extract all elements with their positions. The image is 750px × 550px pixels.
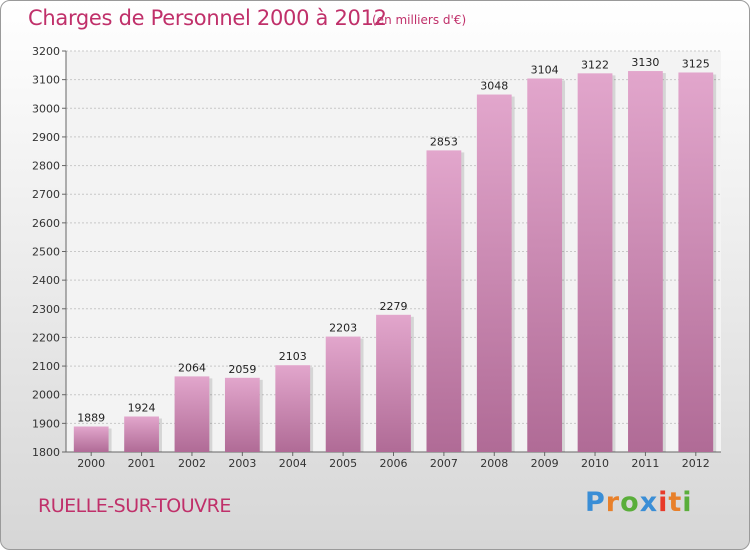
labels: 1800 1900 2000 2100 2200 2300 2400 2500 2600 2700… <box>32 45 710 470</box>
data-label: 2203 <box>329 322 357 335</box>
commune-name: RUELLE-SUR-TOUVRE <box>38 495 231 517</box>
x-tick-label: 2003 <box>228 457 256 470</box>
bar-2008 <box>476 94 512 452</box>
y-tick-label: 2000 <box>32 389 60 402</box>
bar-2004 <box>275 365 311 452</box>
x-tick-label: 2005 <box>329 457 357 470</box>
x-tick-label: 2006 <box>380 457 408 470</box>
x-tick-label: 2012 <box>682 457 710 470</box>
y-tick-label: 2500 <box>32 246 60 259</box>
data-label: 2059 <box>228 363 256 376</box>
bars <box>73 71 717 453</box>
x-tick-label: 2004 <box>279 457 307 470</box>
logo-letter: o <box>620 487 640 518</box>
logo-letter: i <box>682 487 693 518</box>
y-tick-label: 2200 <box>32 331 60 344</box>
logo-letter: P <box>585 487 606 518</box>
y-tick-label: 3100 <box>32 74 60 87</box>
y-tick-label: 1900 <box>32 417 60 430</box>
data-label: 3048 <box>480 80 508 93</box>
bar-2007 <box>426 150 462 452</box>
x-tick-label: 2009 <box>531 457 559 470</box>
y-tick-label: 2700 <box>32 188 60 201</box>
x-tick-label: 2007 <box>430 457 458 470</box>
proxiti-logo: Proxiti <box>585 487 693 518</box>
bar-2002 <box>174 376 210 452</box>
bar-2006 <box>376 314 411 452</box>
y-tick-label: 3000 <box>32 102 60 115</box>
x-tick-label: 2000 <box>77 457 105 470</box>
bar-2011 <box>628 71 663 453</box>
data-label: 3125 <box>682 57 710 70</box>
data-label: 2279 <box>380 300 408 313</box>
logo-letter: x <box>639 487 659 518</box>
logo-letter: i <box>658 487 669 518</box>
bar-2001 <box>124 416 159 452</box>
data-label: 2853 <box>430 135 458 148</box>
data-label: 1889 <box>77 412 105 425</box>
y-tick-label: 2600 <box>32 217 60 230</box>
x-tick-label: 2001 <box>128 457 156 470</box>
x-tick-label: 2008 <box>480 457 508 470</box>
logo-letter: t <box>668 487 683 518</box>
y-tick-label: 2800 <box>32 160 60 173</box>
logo-letter: r <box>605 487 621 518</box>
bar-2000 <box>73 426 109 452</box>
bar-2005 <box>325 336 361 452</box>
data-label: 2064 <box>178 361 206 374</box>
data-label: 1924 <box>128 401 156 414</box>
y-tick-label: 2100 <box>32 360 60 373</box>
data-label: 2103 <box>279 350 307 363</box>
x-tick-label: 2010 <box>581 457 609 470</box>
data-label: 3122 <box>581 58 609 71</box>
y-tick-label: 2400 <box>32 274 60 287</box>
y-tick-label: 3200 <box>32 45 60 58</box>
y-tick-label: 2900 <box>32 131 60 144</box>
y-tick-label: 2300 <box>32 303 60 316</box>
x-tick-label: 2002 <box>178 457 206 470</box>
chart-subtitle: (en milliers d'€) <box>372 13 467 27</box>
bar-2012 <box>678 72 714 452</box>
bar-2009 <box>527 78 563 453</box>
bar-2010 <box>577 73 613 452</box>
y-tick-label: 1800 <box>32 446 60 459</box>
x-tick-label: 2011 <box>631 457 659 470</box>
bar-2003 <box>224 377 260 452</box>
chart-title: Charges de Personnel 2000 à 2012 <box>28 6 387 30</box>
data-label: 3104 <box>531 63 559 76</box>
data-label: 3130 <box>631 56 659 69</box>
